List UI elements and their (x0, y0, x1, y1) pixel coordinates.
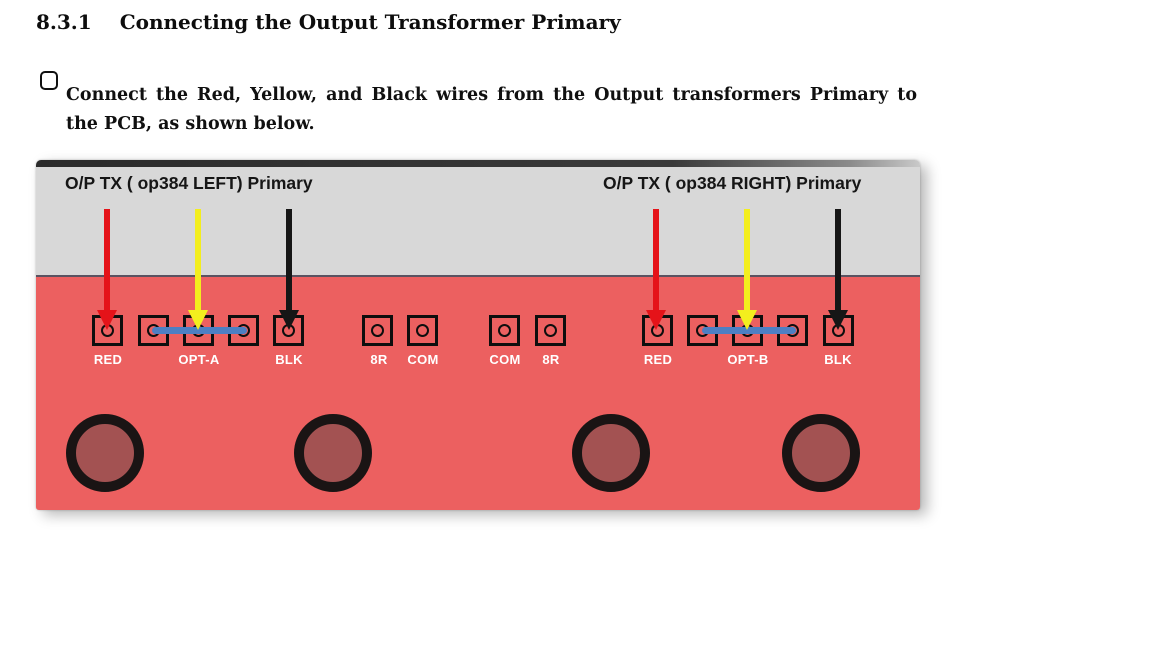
blue-jumper-wire-left (152, 327, 247, 334)
pcb-connection-diagram: O/P TX ( op384 LEFT) Primary O/P TX ( op… (36, 160, 920, 510)
pad-hole (498, 324, 511, 337)
red-wire-left-arrowhead (97, 310, 117, 330)
section-title: Connecting the Output Transformer Primar… (119, 10, 621, 34)
right-transformer-label: O/P TX ( op384 RIGHT) Primary (603, 173, 862, 193)
black-wire-left-arrowhead (279, 310, 299, 330)
red-wire-left (104, 209, 110, 310)
pad-com-left (407, 315, 438, 346)
pad-hole (544, 324, 557, 337)
terminal-label-com-left: COM (407, 352, 439, 367)
checklist-checkbox[interactable] (40, 71, 58, 90)
black-wire-left (286, 209, 292, 310)
pad-com-right (489, 315, 520, 346)
yellow-wire-right (744, 209, 750, 310)
figure-top-border (36, 160, 920, 167)
terminal-label-blk-left: BLK (275, 352, 303, 367)
terminal-label-red-left: RED (93, 352, 123, 367)
mounting-hole-4 (782, 414, 860, 492)
transformer-panel-area (36, 167, 920, 275)
left-transformer-label: O/P TX ( op384 LEFT) Primary (65, 173, 313, 193)
checklist-item-text: Connect the Red, Yellow, and Black wires… (66, 84, 917, 134)
pad-hole (371, 324, 384, 337)
red-wire-right (653, 209, 659, 310)
black-wire-right (835, 209, 841, 310)
terminal-label-com-right: COM (489, 352, 521, 367)
terminal-label-blk-right: BLK (824, 352, 852, 367)
black-wire-right-arrowhead (828, 310, 848, 330)
pad-8r-right (535, 315, 566, 346)
terminal-label-8r-left: 8R (370, 352, 388, 367)
section-number: 8.3.1 (36, 10, 92, 34)
yellow-wire-right-arrowhead (737, 310, 757, 330)
pad-8r-left (362, 315, 393, 346)
blue-jumper-wire-right (702, 327, 796, 334)
yellow-wire-left-arrowhead (188, 310, 208, 330)
section-heading: 8.3.1 Connecting the Output Transformer P… (36, 10, 621, 34)
yellow-wire-left (195, 209, 201, 310)
red-wire-right-arrowhead (646, 310, 666, 330)
pad-hole (416, 324, 429, 337)
mounting-hole-1 (66, 414, 144, 492)
terminal-label-8r-right: 8R (542, 352, 560, 367)
terminal-label-opt-a: OPT-A (178, 352, 220, 367)
pcb-board-area (36, 275, 920, 510)
mounting-hole-2 (294, 414, 372, 492)
terminal-label-red-right: RED (643, 352, 673, 367)
terminal-label-opt-b: OPT-B (727, 352, 769, 367)
mounting-hole-3 (572, 414, 650, 492)
